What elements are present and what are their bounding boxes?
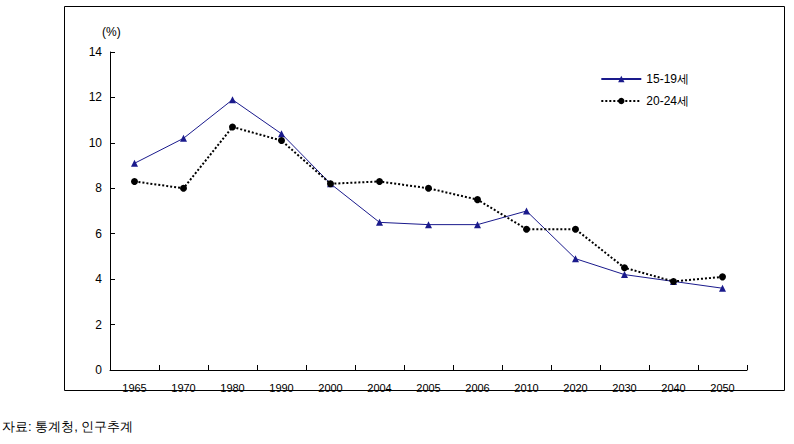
svg-text:20-24세: 20-24세 [646, 94, 689, 108]
svg-text:2006: 2006 [465, 382, 489, 394]
svg-text:2050: 2050 [710, 382, 734, 394]
svg-text:10: 10 [89, 136, 103, 150]
svg-text:1990: 1990 [269, 382, 293, 394]
svg-text:2000: 2000 [318, 382, 342, 394]
svg-text:(%): (%) [102, 25, 121, 39]
svg-text:1965: 1965 [122, 382, 146, 394]
svg-text:4: 4 [95, 272, 102, 286]
svg-text:15-19세: 15-19세 [646, 72, 689, 86]
svg-text:2004: 2004 [367, 382, 391, 394]
svg-text:1970: 1970 [171, 382, 195, 394]
svg-text:8: 8 [95, 181, 102, 195]
svg-text:2010: 2010 [514, 382, 538, 394]
svg-text:0: 0 [95, 363, 102, 377]
svg-text:자료: 통계청, 인구추계: 자료: 통계청, 인구추계 [2, 419, 133, 434]
svg-text:14: 14 [89, 45, 103, 59]
svg-text:12: 12 [89, 90, 103, 104]
svg-text:1980: 1980 [220, 382, 244, 394]
svg-text:2030: 2030 [612, 382, 636, 394]
svg-text:2020: 2020 [563, 382, 587, 394]
svg-text:2005: 2005 [416, 382, 440, 394]
svg-text:6: 6 [95, 227, 102, 241]
svg-text:2: 2 [95, 318, 102, 332]
svg-text:2040: 2040 [661, 382, 685, 394]
